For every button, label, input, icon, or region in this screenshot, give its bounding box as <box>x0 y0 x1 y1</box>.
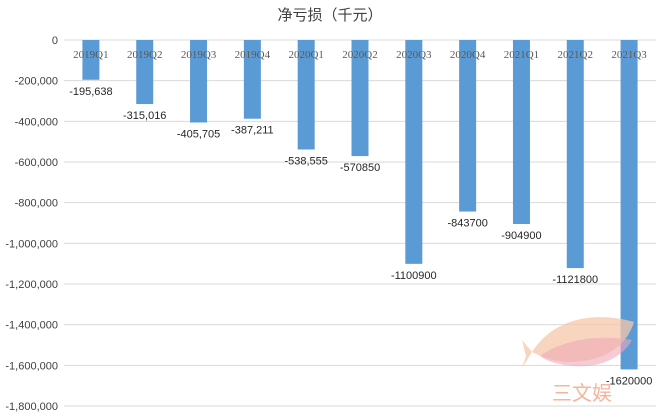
bars <box>82 40 638 370</box>
bar-2020Q1 <box>297 40 315 150</box>
y-tick-label: -1,800,000 <box>5 401 58 413</box>
y-tick-label: -600,000 <box>15 157 58 169</box>
y-tick-label: -1,000,000 <box>5 238 58 250</box>
bar-2020Q4 <box>459 40 477 212</box>
y-tick-label: -1,200,000 <box>5 279 58 291</box>
bar-2021Q3 <box>620 40 638 370</box>
data-label: -405,705 <box>177 128 220 140</box>
data-label: -1100900 <box>391 270 437 282</box>
data-label: -843700 <box>447 218 487 230</box>
fish-logo-icon: 三文娱 <box>522 317 634 405</box>
y-tick-label: -400,000 <box>15 116 58 128</box>
y-tick-label: -800,000 <box>15 198 58 210</box>
x-tick-label: 2019Q3 <box>181 49 217 61</box>
chart-title: 净亏损（千元） <box>277 6 383 24</box>
data-label: -1620000 <box>606 375 653 387</box>
watermark-logo: 三文娱 <box>522 300 642 410</box>
data-label: -195,638 <box>69 86 112 98</box>
y-tick-label: -1,600,000 <box>5 360 58 372</box>
y-tick-label: -1,400,000 <box>5 320 58 332</box>
x-tick-label: 2019Q1 <box>73 49 108 61</box>
bar-2019Q3 <box>190 40 208 123</box>
x-tick-label: 2021Q3 <box>611 49 647 61</box>
data-label: -1121800 <box>552 274 598 286</box>
y-axis-ticks: 0 -200,000 -400,000 -600,000 -800,000 -1,000,… <box>5 35 58 413</box>
data-label: -570850 <box>340 162 380 174</box>
bar-2019Q4 <box>243 40 261 119</box>
x-tick-label: 2020Q1 <box>288 49 323 61</box>
bar-2019Q2 <box>136 40 154 105</box>
data-label: -538,555 <box>284 156 327 168</box>
x-tick-label: 2021Q2 <box>558 49 593 61</box>
y-tick-label: 0 <box>52 35 58 47</box>
x-axis-tick-labels: 2019Q1 2019Q2 2019Q3 2019Q4 2020Q1 2020Q2 2020… <box>73 49 647 61</box>
x-tick-label: 2020Q2 <box>342 49 377 61</box>
y-tick-label: -200,000 <box>15 76 58 88</box>
x-tick-label: 2019Q2 <box>127 49 162 61</box>
bar-2021Q2 <box>566 40 584 269</box>
x-tick-label: 2019Q4 <box>235 49 271 61</box>
x-tick-label: 2020Q3 <box>396 49 432 61</box>
x-tick-label: 2021Q1 <box>504 49 539 61</box>
watermark-text: 三文娱 <box>552 381 612 405</box>
x-tick-label: 2020Q4 <box>450 49 486 61</box>
bar-2019Q1 <box>82 40 100 80</box>
data-labels: -195,638 -315,016 -405,705 -387,211 -538,555… <box>69 86 652 388</box>
data-label: -387,211 <box>231 125 274 137</box>
bar-2020Q3 <box>405 40 423 264</box>
bar-2021Q1 <box>512 40 530 224</box>
bar-2020Q2 <box>351 40 369 157</box>
data-label: -315,016 <box>123 110 166 122</box>
data-label: -904900 <box>501 230 541 242</box>
